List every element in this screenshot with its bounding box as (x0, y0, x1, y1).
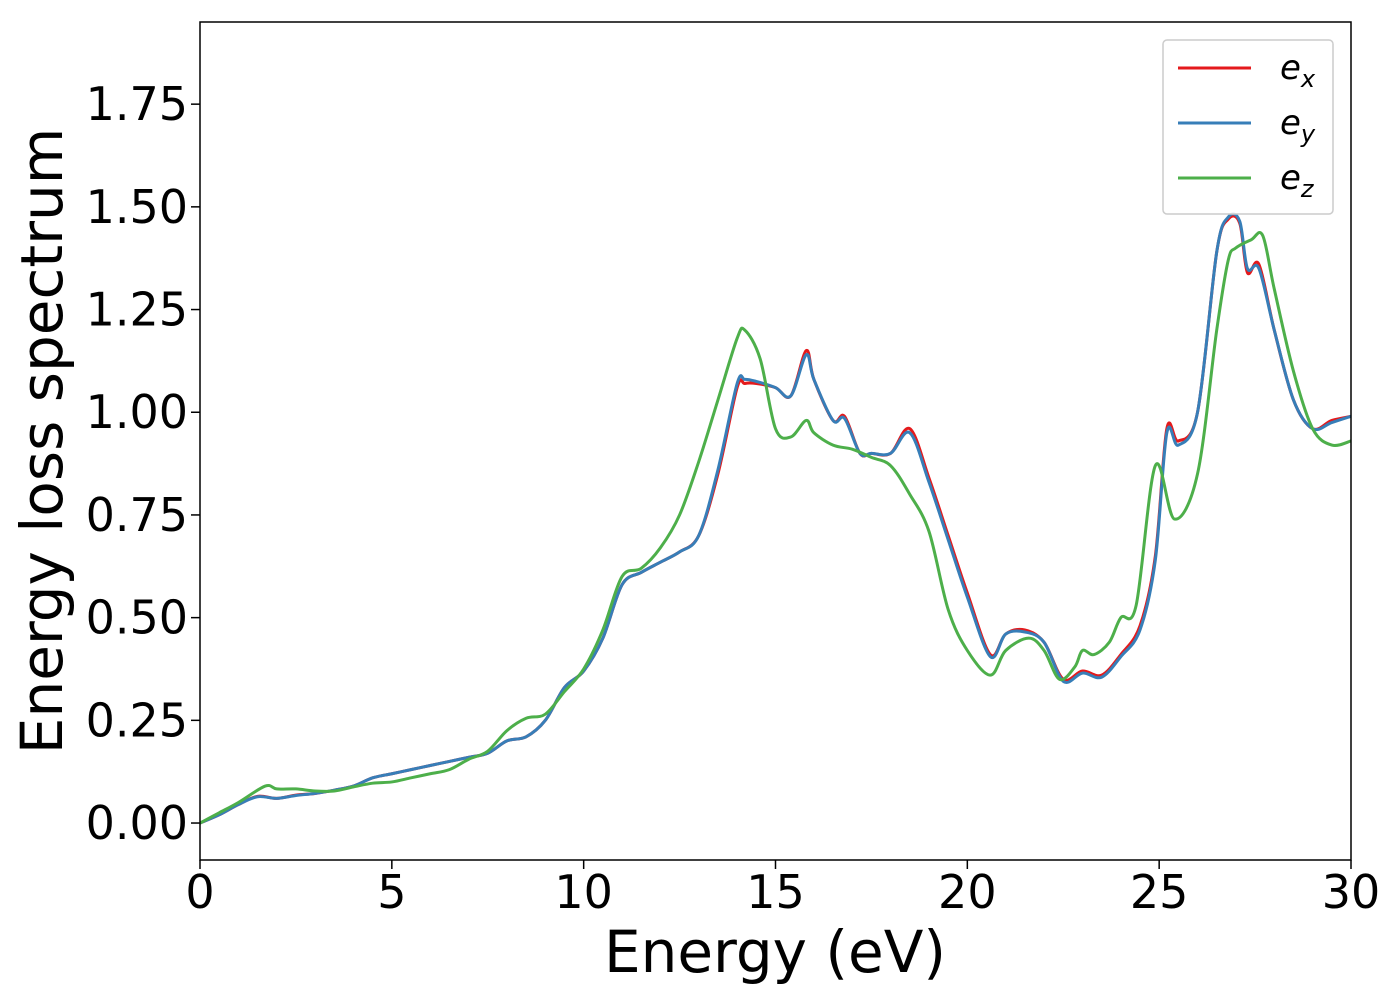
x-tick-label: 15 (746, 865, 805, 919)
legend: ex ey ez (1162, 39, 1334, 215)
y-tick-label: 0.25 (86, 693, 188, 747)
y-tick-label: 0.50 (86, 591, 188, 645)
legend-label-y: ey (1280, 103, 1316, 148)
y-tick-label: 0.75 (86, 488, 188, 542)
series-line-y (200, 212, 1351, 825)
y-axis-title: Energy loss spectrum (8, 128, 76, 754)
x-tick-label: 20 (938, 865, 997, 919)
x-tick-label: 10 (554, 865, 613, 919)
y-tick-label: 1.75 (86, 77, 188, 131)
x-axis-title: Energy (eV) (604, 918, 946, 986)
x-tick-label: 25 (1130, 865, 1189, 919)
series-lines (200, 212, 1351, 825)
x-axis: 0 5 10 15 20 25 30 (185, 860, 1380, 919)
x-tick-label: 30 (1322, 865, 1381, 919)
series-line-z (200, 230, 1351, 825)
y-axis: 0.00 0.25 0.50 0.75 1.00 1.25 1.50 1.75 (86, 77, 200, 850)
legend-label-x: ex (1280, 48, 1316, 93)
y-tick-label: 1.25 (86, 283, 188, 337)
legend-label-z: ez (1280, 158, 1315, 203)
y-tick-label: 0.00 (86, 796, 188, 850)
y-tick-label: 1.00 (86, 385, 188, 439)
legend-box (1162, 39, 1334, 215)
x-tick-label: 5 (377, 865, 406, 919)
x-tick-label: 0 (185, 865, 214, 919)
y-tick-label: 1.50 (86, 180, 188, 234)
